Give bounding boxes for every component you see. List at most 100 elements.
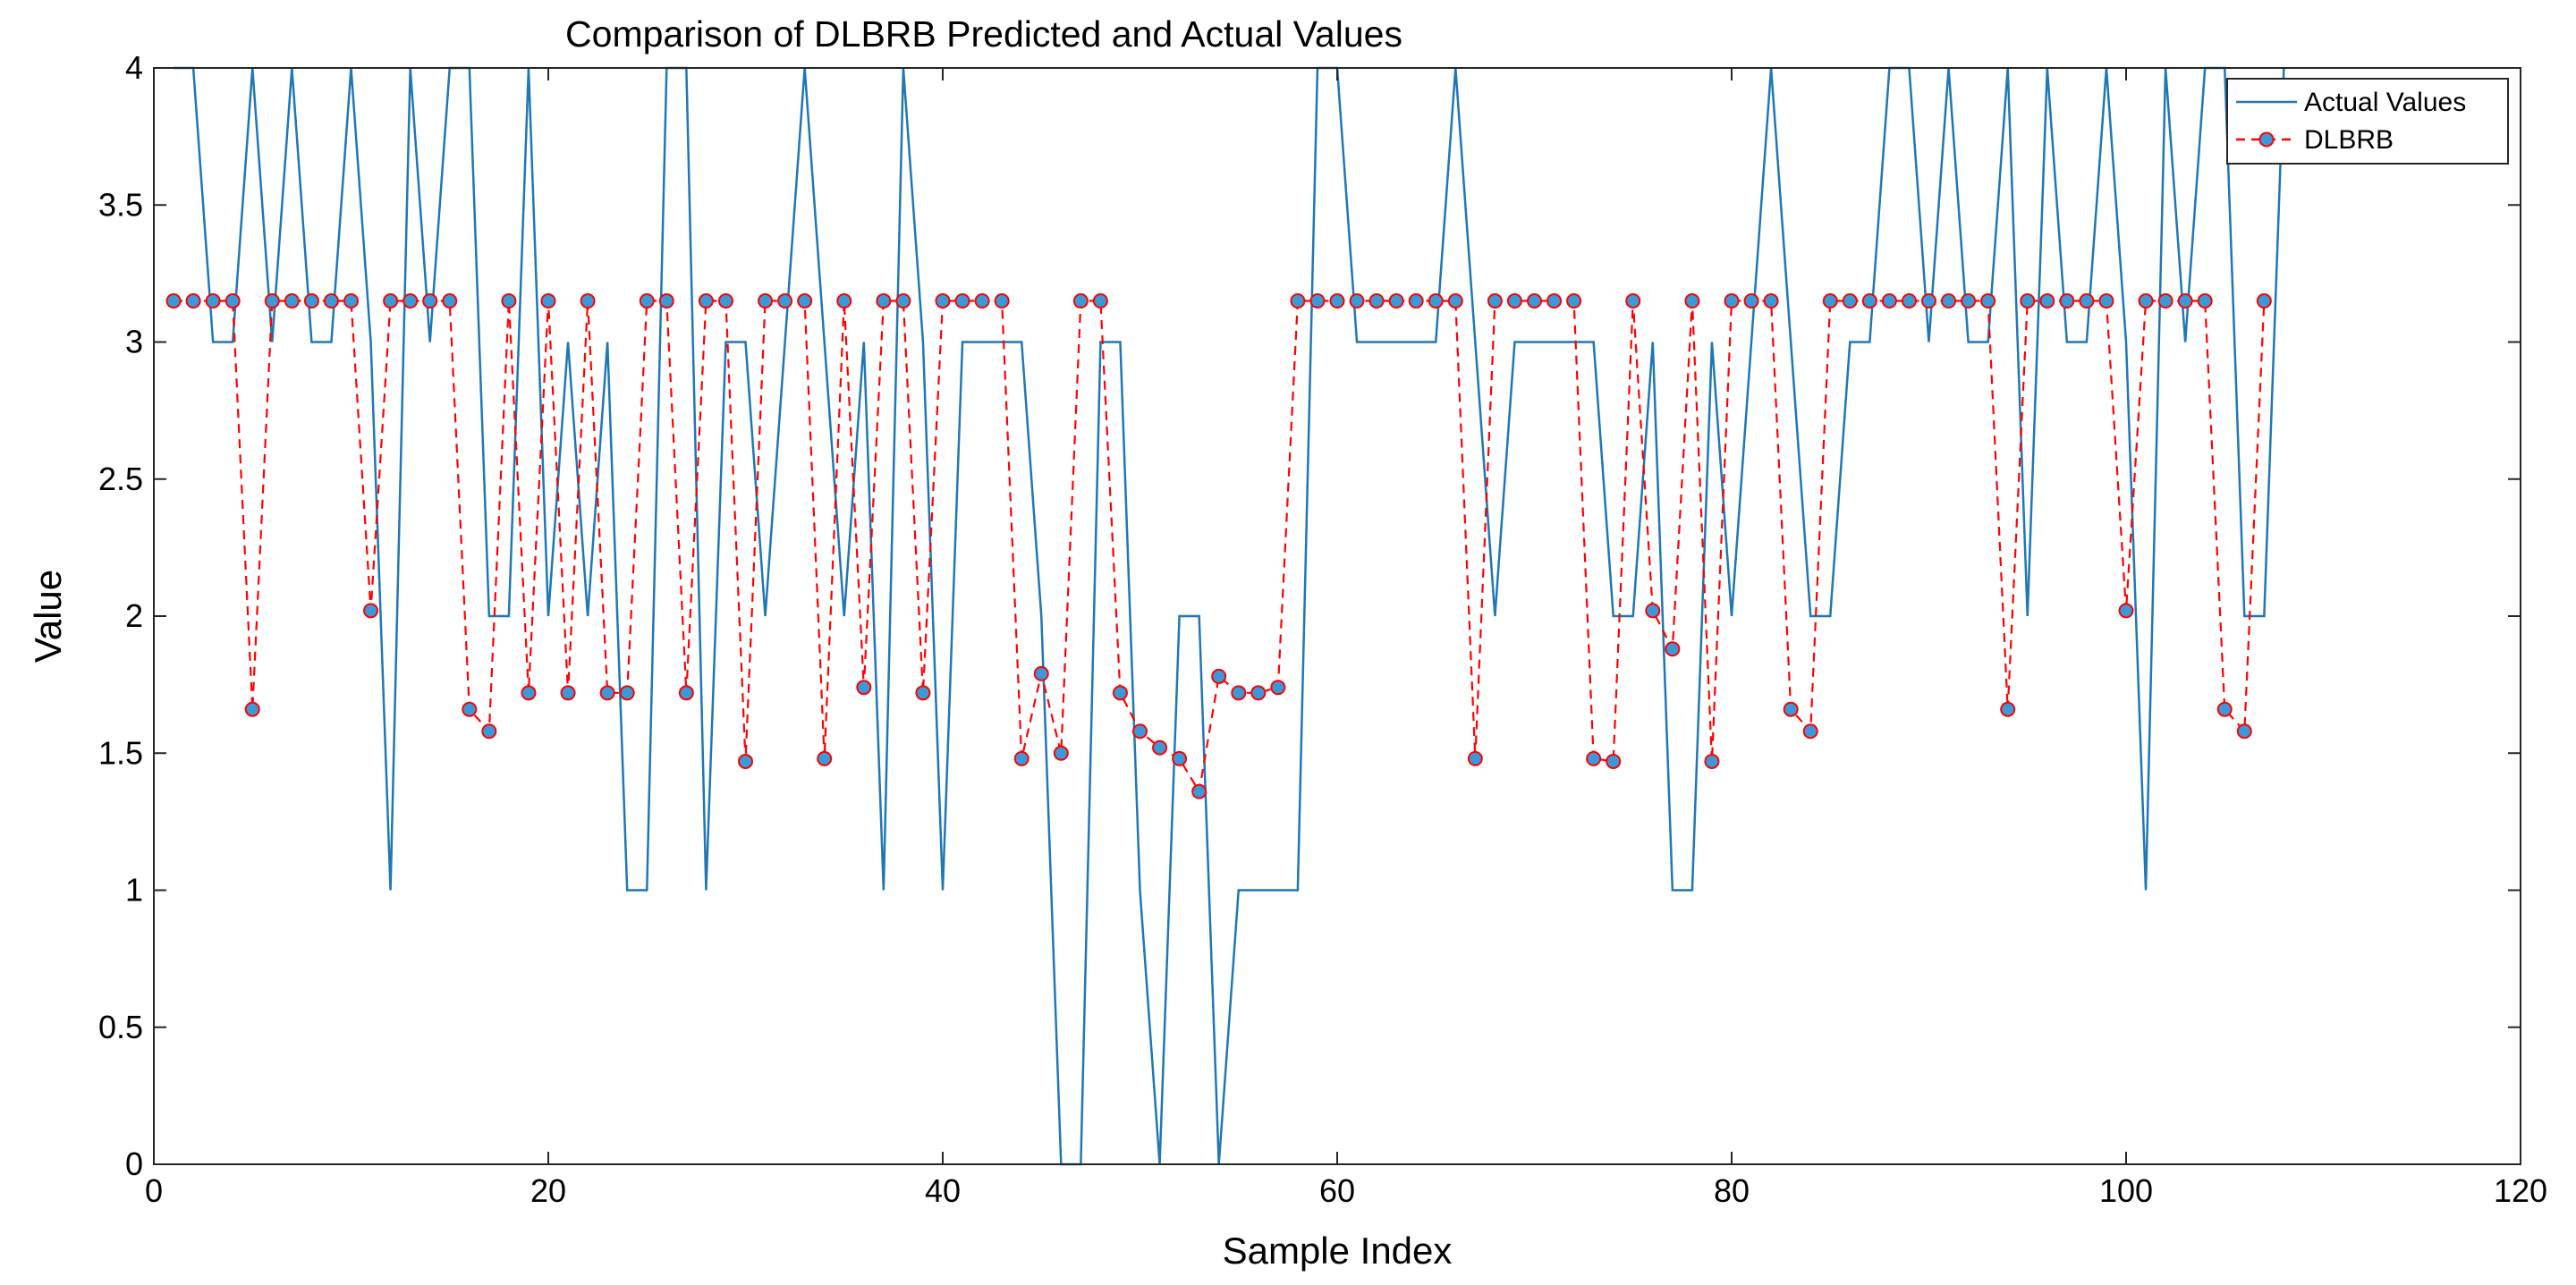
dlbrb-point <box>1250 685 1267 701</box>
dlbrb-point <box>225 293 241 309</box>
dlbrb-point <box>915 685 931 701</box>
dlbrb-point <box>501 293 517 309</box>
dlbrb-point <box>1211 668 1227 684</box>
dlbrb-point <box>1941 293 1957 309</box>
dlbrb-point <box>560 685 576 701</box>
dlbrb-point <box>836 293 852 309</box>
dlbrb-point <box>2039 293 2055 309</box>
y-tick-label: 0.5 <box>98 1009 143 1045</box>
y-tick-label: 2.5 <box>98 461 143 497</box>
dlbrb-point <box>383 293 399 309</box>
dlbrb-point <box>2177 293 2193 309</box>
dlbrb-point <box>738 753 753 769</box>
dlbrb-point <box>1231 685 1247 701</box>
x-tick-label: 100 <box>2099 1172 2153 1209</box>
legend-dlbrb-label: DLBRB <box>2304 125 2394 155</box>
dlbrb-point <box>2020 293 2036 309</box>
y-tick-label: 2 <box>125 597 143 634</box>
y-tick-label: 0 <box>125 1146 143 1182</box>
dlbrb-point <box>1802 723 1818 740</box>
dlbrb-point <box>1349 293 1365 309</box>
dlbrb-point <box>402 293 419 309</box>
dlbrb-point <box>1487 293 1503 309</box>
dlbrb-point <box>540 293 556 309</box>
dlbrb-point <box>856 680 872 696</box>
dlbrb-point <box>1921 293 1936 309</box>
dlbrb-point <box>2157 293 2174 309</box>
dlbrb-point <box>797 293 813 309</box>
dlbrb-point <box>1881 293 1897 309</box>
dlbrb-point <box>2059 293 2075 309</box>
dlbrb-point <box>442 293 458 309</box>
dlbrb-point <box>599 685 615 701</box>
dlbrb-point <box>1842 293 1858 309</box>
dlbrb-point <box>1743 293 1759 309</box>
dlbrb-point <box>895 293 911 309</box>
dlbrb-point <box>1645 603 1661 619</box>
y-tick-label: 3 <box>125 324 143 360</box>
dlbrb-point <box>462 701 478 717</box>
ticks-layer: 0 20 40 60 80 100 120 0 0.5 1 1.5 2 2.5 3 3.5 4 <box>98 49 2547 1209</box>
dlbrb-point <box>2236 723 2252 740</box>
legend-actual-label: Actual Values <box>2304 88 2466 117</box>
dlbrb-point <box>1033 665 1049 681</box>
dlbrb-point <box>994 293 1010 309</box>
dlbrb-point <box>2000 701 2016 717</box>
dlbrb-point <box>1822 293 1838 309</box>
dlbrb-point <box>1566 293 1582 309</box>
dlbrb-point <box>1980 293 1996 309</box>
x-tick-label: 60 <box>1319 1172 1355 1209</box>
dlbrb-point <box>2216 701 2233 717</box>
dlbrb-point <box>165 293 182 309</box>
dlbrb-point <box>1191 783 1208 799</box>
dlbrb-point <box>1408 293 1424 309</box>
dlbrb-point <box>2256 293 2272 309</box>
dlbrb-point <box>2079 293 2095 309</box>
dlbrb-point <box>1901 293 1917 309</box>
dlbrb-point <box>1132 723 1148 740</box>
x-tick-label: 40 <box>925 1172 961 1209</box>
dlbrb-point <box>619 685 635 701</box>
dlbrb-point <box>303 293 319 309</box>
dlbrb-point <box>1368 293 1385 309</box>
dlbrb-point <box>1625 293 1641 309</box>
dlbrb-point <box>205 293 221 309</box>
dlbrb-point <box>481 723 497 740</box>
dlbrb-point <box>284 293 300 309</box>
dlbrb-point <box>1704 753 1720 769</box>
y-tick-label: 1.5 <box>98 734 143 771</box>
dlbrb-point <box>1092 293 1108 309</box>
dlbrb-point <box>758 293 774 309</box>
dlbrb-point <box>323 293 339 309</box>
dlbrb-point <box>580 293 596 309</box>
x-tick-label: 0 <box>145 1172 163 1209</box>
dlbrb-point <box>2197 293 2213 309</box>
dlbrb-point <box>1606 753 1622 769</box>
dlbrb-point <box>1467 750 1483 766</box>
dlbrb-point <box>1763 293 1779 309</box>
dlbrb-point <box>817 750 833 766</box>
dlbrb-point <box>1329 293 1345 309</box>
dlbrb-point <box>1309 293 1326 309</box>
dlbrb-point <box>1388 293 1404 309</box>
dlbrb-point <box>363 603 379 619</box>
dlbrb-point <box>1072 293 1089 309</box>
dlbrb-point <box>2118 603 2134 619</box>
series-layer <box>165 66 2285 1166</box>
dlbrb-point <box>1053 745 1069 761</box>
chart-title: Comparison of DLBRB Predicted and Actual… <box>565 13 1402 55</box>
dlbrb-point <box>777 293 793 309</box>
dlbrb-point <box>1112 685 1128 701</box>
dlbrb-point <box>876 293 892 309</box>
dlbrb-point <box>521 685 537 701</box>
dlbrb-point <box>1152 740 1168 756</box>
dlbrb-point <box>1428 293 1444 309</box>
dlbrb-point <box>717 293 733 309</box>
dlbrb-point <box>1665 641 1681 657</box>
dlbrb-point <box>1447 293 1463 309</box>
dlbrb-point <box>264 293 280 309</box>
dlbrb-point <box>658 293 674 309</box>
y-tick-label: 4 <box>125 49 143 86</box>
dlbrb-point <box>244 701 260 717</box>
